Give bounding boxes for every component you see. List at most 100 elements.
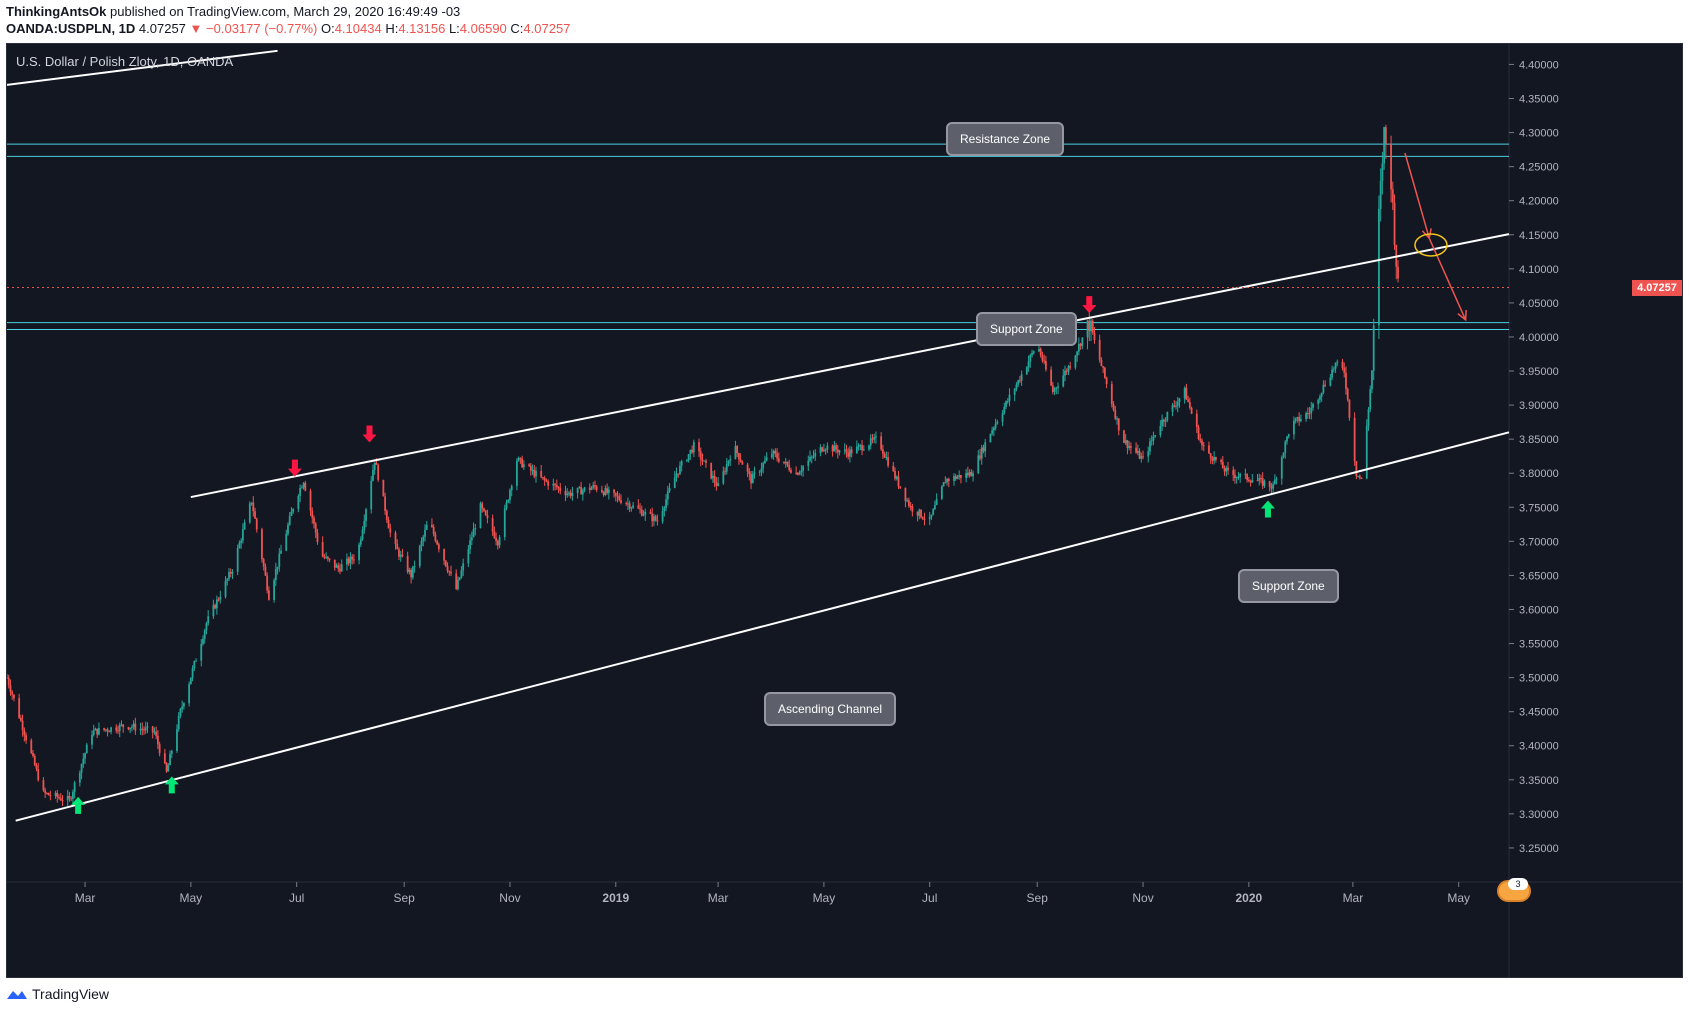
price-change: ▼ −0.03177 (−0.77%) [189,21,318,36]
price-axis-label: 3.95000 [1519,366,1559,378]
candle-down [23,730,26,736]
trend-line-outer-upper[interactable] [7,49,278,86]
author-name[interactable]: ThinkingAntsOk [6,4,107,19]
candle-down [262,559,265,567]
candle-up [1081,337,1084,346]
candle-down [821,447,824,452]
candle-down [32,753,34,757]
candle-down [1308,413,1311,415]
candle-down [777,458,780,462]
instrument-title: U.S. Dollar / Polish Zloty, 1D, OANDA [16,54,234,69]
candle-down [1214,456,1217,460]
candle-down [1114,410,1117,419]
candle-down [96,728,99,735]
candle-down [455,573,458,590]
buy-signal-arrow-icon [71,796,86,814]
candle-up [302,482,305,488]
candle-down [1298,417,1301,422]
candle-up [862,449,865,451]
candle-up [632,505,635,508]
candle-up [1055,387,1058,389]
candle-up [765,457,768,461]
footer-brand[interactable]: TradingView [6,986,109,1002]
candle-down [698,442,700,452]
candle-up [80,764,83,773]
candle-up [1322,384,1325,393]
candle-down [921,517,924,519]
candle-down [1093,332,1096,340]
candle-up [1280,457,1283,479]
close-value: 4.07257 [523,21,571,36]
candle-up [627,503,629,505]
candle-up [203,630,206,639]
candle-down [1249,481,1252,483]
candle-down [739,459,742,462]
buy-signal-arrow-icon [164,776,179,794]
candle-up [72,792,74,799]
candle-down [347,558,350,564]
candle-down [656,520,659,522]
candle-up [1272,484,1275,489]
candle-up [411,566,414,578]
candle-up [238,542,241,549]
candle-down [559,487,562,491]
candle-up [535,471,537,477]
candle-up [1067,366,1070,372]
candle-down [165,763,168,772]
price-axis-label: 3.70000 [1519,536,1559,548]
candle-down [437,544,440,550]
time-axis-label: May [1447,891,1470,905]
chart-canvas[interactable]: 4.40000 4.35000 4.30000 4.25000 4.20000 4.150… [7,44,1683,978]
candle-down [406,556,409,572]
time-axis-label: Nov [1132,891,1153,905]
candle-down [106,729,109,732]
candle-up [189,677,192,685]
candle-up [956,476,959,479]
candle-down [1221,461,1224,469]
candle-down [947,478,950,482]
candle-down [691,449,693,453]
trend-line-channel-lower[interactable] [15,431,1510,822]
candle-up [1116,418,1118,420]
candle-down [705,460,707,463]
candle-down [911,506,914,512]
candle-down [960,475,962,478]
candle-up [84,753,86,759]
candle-down [387,519,390,529]
time-axis-label: Mar [708,891,729,905]
candle-down [1117,418,1120,431]
sell-signal-arrow-icon [1082,296,1097,314]
candle-down [431,524,433,528]
candle-up [479,503,482,529]
candle-up [132,723,135,728]
candle-up [758,471,761,473]
candle-up [604,488,607,495]
candle-up [285,533,288,551]
candle-down [1260,477,1262,479]
candle-down [899,486,902,488]
candle-up [359,539,362,545]
trend-line-channel-upper[interactable] [190,233,1510,499]
candle-down [410,569,413,578]
candle-up [1365,425,1368,479]
candle-down [654,516,657,521]
resistance-zone-label: Resistance Zone [946,122,1065,156]
candle-up [753,472,756,474]
candle-up [280,550,282,554]
candle-up [215,599,218,609]
candle-up [146,726,149,728]
candle-down [309,490,312,511]
candle-up [679,465,681,474]
candle-down [545,480,548,482]
candle-down [122,724,125,728]
candle-down [491,518,494,532]
candle-down [255,518,258,530]
candle-down [304,482,307,491]
candle-up [583,487,586,491]
candle-up [274,569,277,581]
chart-area[interactable]: 4.40000 4.35000 4.30000 4.25000 4.20000 4.150… [6,43,1683,978]
candle-down [7,677,8,679]
candle-down [916,511,919,516]
candle-down [1050,369,1053,386]
candle-up [1225,467,1228,472]
